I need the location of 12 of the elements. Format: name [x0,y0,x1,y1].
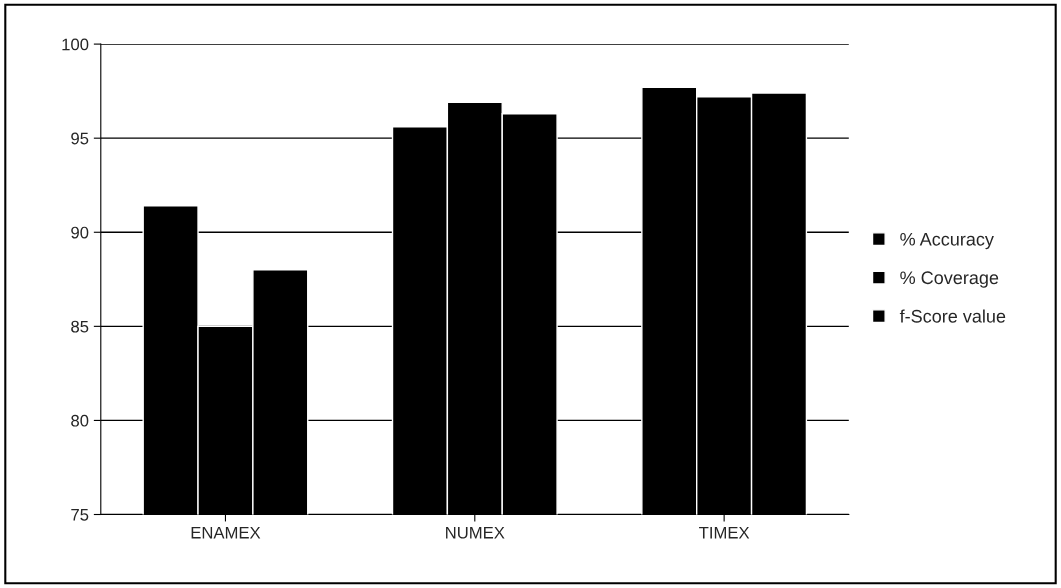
legend-label: % Coverage [900,271,999,288]
legend-label: % Accuracy [900,232,994,250]
x-tick-label: NUMEX [446,526,505,539]
y-tick-label: 95 [71,132,89,145]
y-tick-label: 80 [71,414,89,427]
y-tick-label: 90 [71,226,89,239]
y-tick-label: 100 [62,38,89,51]
x-tick-label: TIMEX [699,526,750,539]
x-tick-label: ENAMEX [191,526,261,539]
y-tick-label: 85 [71,320,89,333]
legend-label: f-Score value [899,309,1006,323]
y-tick-label: 75 [71,509,89,521]
